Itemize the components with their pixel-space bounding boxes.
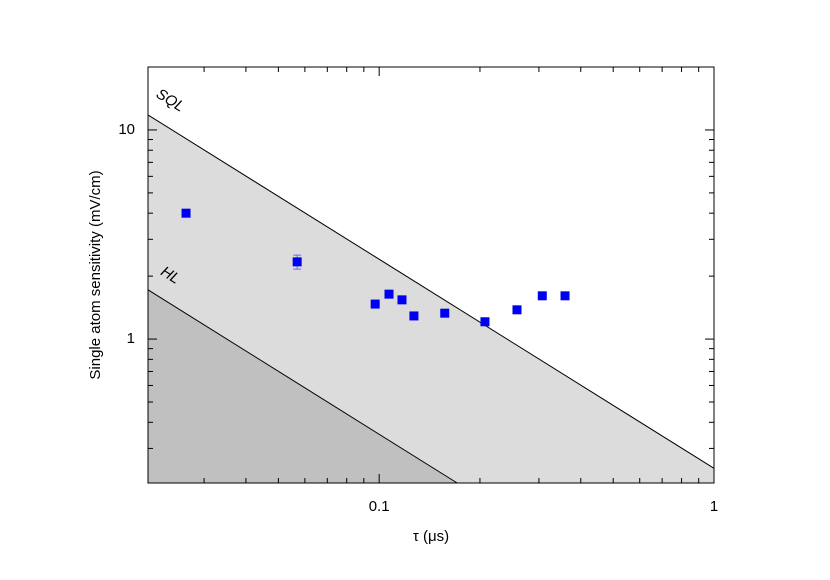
data-point	[440, 308, 450, 318]
data-point	[181, 208, 191, 218]
data-point	[409, 311, 419, 321]
line-label: SQL	[153, 85, 187, 115]
data-point	[292, 257, 302, 267]
limit-line	[147, 114, 715, 469]
x-tick-label: 0.1	[369, 498, 390, 515]
x-tick-label: 1	[710, 498, 718, 515]
data-point	[560, 291, 570, 301]
y-tick-label: 1	[127, 330, 135, 347]
limit-line	[147, 289, 458, 484]
x-axis-label: τ (μs)	[413, 528, 449, 545]
data-point	[512, 305, 522, 315]
data-point	[397, 295, 407, 305]
y-tick-label: 10	[118, 121, 135, 138]
y-axis-label: Single atom sensitivity (mV/cm)	[87, 170, 104, 379]
plot-frame	[147, 66, 715, 484]
data-point	[370, 299, 380, 309]
data-point	[384, 289, 394, 299]
data-point	[537, 291, 547, 301]
data-point	[480, 317, 490, 327]
